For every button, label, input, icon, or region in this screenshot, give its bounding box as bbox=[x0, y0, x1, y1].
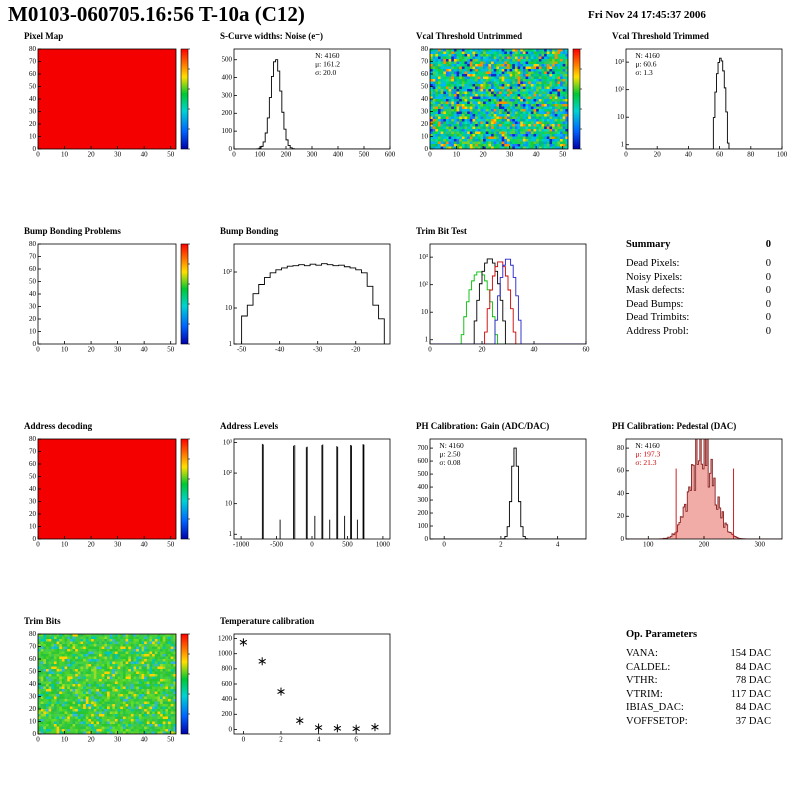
panel-title: Vcal Threshold Untrimmed bbox=[416, 31, 523, 41]
summary-title: Summary bbox=[626, 239, 671, 250]
row-value: 117 DAC bbox=[730, 688, 771, 700]
panel-pixel-map: Pixel Map bbox=[12, 30, 208, 225]
panel-title: S-Curve widths: Noise (e⁻) bbox=[220, 31, 323, 41]
panel-title: Vcal Threshold Trimmed bbox=[612, 31, 709, 41]
trim-bits-plot bbox=[12, 628, 202, 748]
panel-title: Trim Bits bbox=[24, 616, 61, 626]
page-date: Fri Nov 24 17:45:37 2006 bbox=[588, 9, 706, 21]
op-row-vtrim: VTRIM: 117 DAC bbox=[626, 688, 771, 702]
panel-vcal-trimmed: Vcal Threshold Trimmed bbox=[600, 30, 796, 225]
ph-pedestal-plot bbox=[600, 433, 790, 553]
row-value: 78 DAC bbox=[735, 675, 771, 686]
scurve-noise-plot bbox=[208, 43, 398, 163]
op-row-vana: VANA: 154 DAC bbox=[626, 647, 771, 661]
panel-address-levels: Address Levels bbox=[208, 420, 404, 615]
row-label: VOFFSETOP: bbox=[626, 715, 688, 727]
page-title: M0103-060705.16:56 T-10a (C12) bbox=[8, 2, 305, 26]
panel-temperature: Temperature calibration bbox=[208, 615, 404, 810]
summary-row-dead-trimbits: Dead Trimbits: 0 bbox=[626, 311, 771, 325]
bump-bonding-problems-plot bbox=[12, 238, 202, 358]
ph-gain-plot bbox=[404, 433, 594, 553]
panel-title: Bump Bonding bbox=[220, 226, 279, 236]
op-row-caldel: CALDEL: 84 DAC bbox=[626, 661, 771, 675]
panel-bump-bonding-problems: Bump Bonding Problems bbox=[12, 225, 208, 420]
row-value: 84 DAC bbox=[735, 702, 771, 713]
row-label: VTRIM: bbox=[626, 688, 663, 700]
row-value: 0 bbox=[765, 271, 771, 283]
panel-ph-gain: PH Calibration: Gain (ADC/DAC) bbox=[404, 420, 600, 615]
row-value: 0 bbox=[765, 325, 771, 337]
vcal-untrimmed-plot bbox=[404, 43, 594, 163]
panel-title: Trim Bit Test bbox=[416, 226, 467, 236]
op-row-voffsetop: VOFFSETOP: 37 DAC bbox=[626, 715, 771, 729]
panel-title: PH Calibration: Pedestal (DAC) bbox=[612, 421, 737, 431]
row-label: VTHR: bbox=[626, 675, 658, 686]
bump-bonding-plot bbox=[208, 238, 398, 358]
op-parameters-header: Op. Parameters bbox=[626, 629, 771, 640]
op-parameters-title: Op. Parameters bbox=[626, 629, 698, 640]
temperature-calibration-plot bbox=[208, 628, 398, 748]
panel-title: Pixel Map bbox=[24, 31, 64, 41]
panel-address-decoding: Address decoding bbox=[12, 420, 208, 615]
panel-trim-bits: Trim Bits bbox=[12, 615, 208, 810]
plot-grid: Pixel Map S-Curve widths: Noise (e⁻) Vca… bbox=[12, 30, 796, 810]
empty-cell bbox=[404, 615, 600, 810]
pixel-map-plot bbox=[12, 43, 202, 163]
trim-bit-test-plot bbox=[404, 238, 594, 358]
summary-row-dead-pixels: Dead Pixels: 0 bbox=[626, 257, 771, 271]
row-label: Mask defects: bbox=[626, 285, 685, 296]
op-row-ibias-dac: IBIAS_DAC: 84 DAC bbox=[626, 701, 771, 715]
row-value: 37 DAC bbox=[735, 715, 771, 727]
row-label: Dead Pixels: bbox=[626, 258, 680, 269]
row-label: VANA: bbox=[626, 648, 658, 659]
summary-row-address-probl: Address Probl: 0 bbox=[626, 325, 771, 339]
summary-header: Summary 0 bbox=[626, 239, 771, 250]
row-value: 0 bbox=[765, 285, 771, 296]
summary-total: 0 bbox=[765, 239, 771, 250]
op-row-vthr: VTHR: 78 DAC bbox=[626, 674, 771, 688]
row-label: Dead Trimbits: bbox=[626, 312, 690, 323]
summary-row-mask-defects: Mask defects: 0 bbox=[626, 284, 771, 298]
row-label: Noisy Pixels: bbox=[626, 271, 683, 283]
panel-title: Address decoding bbox=[24, 421, 93, 431]
summary-row-noisy-pixels: Noisy Pixels: 0 bbox=[626, 271, 771, 285]
address-levels-plot bbox=[208, 433, 398, 553]
panel-ph-pedestal: PH Calibration: Pedestal (DAC) bbox=[600, 420, 796, 615]
panel-title: PH Calibration: Gain (ADC/DAC) bbox=[416, 421, 550, 431]
row-value: 0 bbox=[765, 312, 771, 323]
panel-bump-bonding: Bump Bonding bbox=[208, 225, 404, 420]
panel-vcal-untrimmed: Vcal Threshold Untrimmed bbox=[404, 30, 600, 225]
panel-title: Address Levels bbox=[220, 421, 279, 431]
row-value: 154 DAC bbox=[730, 648, 771, 659]
row-label: Address Probl: bbox=[626, 325, 689, 337]
vcal-trimmed-plot bbox=[600, 43, 790, 163]
row-label: Dead Bumps: bbox=[626, 298, 684, 310]
row-value: 84 DAC bbox=[735, 661, 771, 673]
summary-row-dead-bumps: Dead Bumps: 0 bbox=[626, 298, 771, 312]
panel-trim-bit-test: Trim Bit Test bbox=[404, 225, 600, 420]
panel-scurve-noise: S-Curve widths: Noise (e⁻) bbox=[208, 30, 404, 225]
row-label: CALDEL: bbox=[626, 661, 671, 673]
row-value: 0 bbox=[765, 258, 771, 269]
address-decoding-plot bbox=[12, 433, 202, 553]
row-value: 0 bbox=[765, 298, 771, 310]
row-label: IBIAS_DAC: bbox=[626, 702, 684, 713]
summary-panel: Summary 0 Dead Pixels: 0 Noisy Pixels: 0… bbox=[600, 225, 771, 420]
panel-title: Temperature calibration bbox=[220, 616, 315, 626]
op-parameters-panel: Op. Parameters VANA: 154 DAC CALDEL: 84 … bbox=[600, 615, 771, 810]
panel-title: Bump Bonding Problems bbox=[24, 226, 121, 236]
